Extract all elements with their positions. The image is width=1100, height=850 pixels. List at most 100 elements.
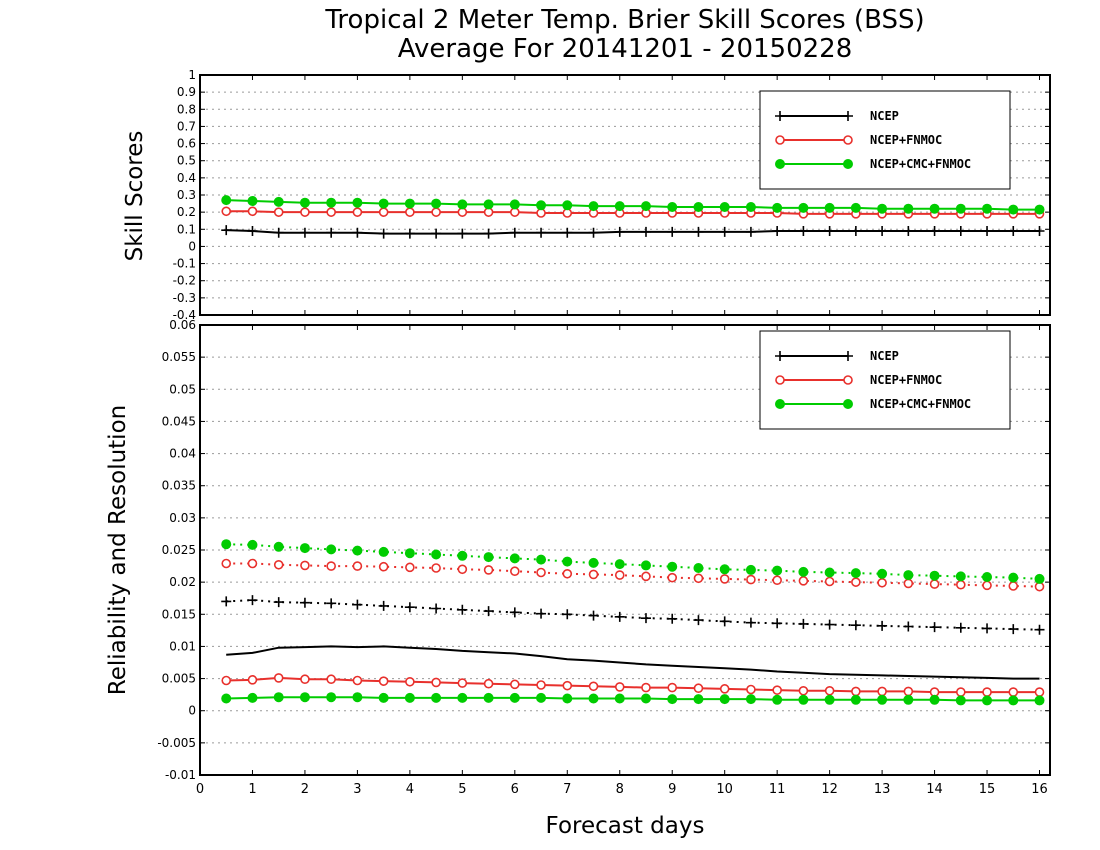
bottom-series-ncep-cmc-fnmoc-solid-point — [509, 692, 520, 703]
bottom-series-ncep-fnmoc-solid-point — [536, 680, 546, 690]
bottom-series-ncep-fnmoc-dotted-point — [562, 568, 573, 579]
bottom-legend-label: NCEP+FNMOC — [870, 373, 942, 387]
top-series-ncep-solid-point — [877, 226, 888, 236]
bottom-series-ncep-cmc-fnmoc-solid-point — [483, 692, 494, 703]
top-series-ncep-cmc-fnmoc-solid-point — [772, 202, 783, 213]
x-tick-label: 16 — [1031, 782, 1048, 797]
reliability-resolution-panel: -0.01 -0.005 0 0.005 0.01 0.015 0.02 0.025 0.03 0… — [157, 318, 1051, 797]
bottom-series-ncep-cmc-fnmoc-solid-point — [1008, 695, 1019, 706]
bottom-y-tick-label: 0.035 — [162, 479, 196, 493]
bottom-series-ncep-dotted-point — [562, 609, 573, 620]
bottom-series-ncep-fnmoc-solid-point — [877, 686, 887, 697]
bottom-series-ncep-fnmoc-dotted-point — [903, 578, 914, 589]
bottom-series-ncep-dotted-point — [431, 603, 442, 614]
bottom-series-ncep-cmc-fnmoc-dotted-point — [404, 548, 415, 559]
top-series-ncep-cmc-fnmoc-solid-point — [903, 203, 914, 214]
bottom-series-ncep-cmc-fnmoc-solid-point — [955, 695, 966, 706]
top-y-tick-label: 0.5 — [177, 154, 196, 168]
bottom-series-ncep-fnmoc-solid — [221, 673, 1045, 697]
bottom-y-tick-label: 0.045 — [162, 414, 196, 428]
top-legend-marker — [775, 135, 785, 145]
bottom-y-tick-label: 0 — [188, 704, 196, 718]
top-series-ncep-solid-point — [588, 227, 599, 238]
top-y-tick-label: 0.3 — [177, 188, 196, 202]
bottom-series-ncep-dotted-point — [798, 618, 809, 629]
top-series-ncep-cmc-fnmoc-solid-point — [614, 201, 625, 212]
bottom-y-axis-label: Reliability and Resolution — [105, 405, 131, 695]
bottom-series-ncep-fnmoc-solid-point — [457, 678, 468, 688]
bottom-series-ncep-fnmoc-dotted-line — [226, 562, 1040, 588]
top-series-ncep-solid-point — [299, 227, 310, 238]
bottom-series-ncep-fnmoc-solid-point — [798, 685, 809, 696]
top-y-tick-label: 0.9 — [177, 85, 196, 99]
bottom-y-tick-label: 0.03 — [169, 511, 196, 525]
top-y-axis-label: Skill Scores — [122, 131, 148, 262]
top-series-ncep-cmc-fnmoc-solid-point — [536, 200, 547, 211]
bottom-series-ncep-cmc-fnmoc-dotted-point — [877, 568, 888, 579]
bottom-legend-label: NCEP — [870, 349, 899, 363]
x-tick-label: 0 — [196, 782, 204, 797]
bottom-series-ncep-fnmoc-solid-point — [719, 684, 730, 694]
bottom-legend-marker — [775, 351, 785, 361]
top-series-ncep-cmc-fnmoc-solid-point — [745, 202, 756, 212]
bottom-series-ncep-cmc-fnmoc-solid-point — [457, 692, 468, 703]
bottom-series-ncep-fnmoc-dotted-point — [667, 572, 678, 583]
bottom-series-ncep-fnmoc-dotted-point — [300, 560, 310, 571]
top-legend-label: NCEP+FNMOC — [870, 133, 942, 147]
bottom-series-ncep-cmc-fnmoc-solid-point — [640, 693, 651, 704]
bottom-legend-marker — [843, 399, 853, 409]
top-series-ncep-fnmoc-solid-point — [352, 207, 363, 217]
top-y-tick-label: 0.2 — [177, 205, 196, 219]
bottom-series-ncep-cmc-fnmoc-dotted-point — [929, 570, 940, 581]
bottom-series-ncep-dotted-point — [1008, 624, 1019, 635]
top-y-tick-label: 0 — [188, 239, 196, 253]
top-legend-label: NCEP — [870, 109, 899, 123]
top-series-ncep-cmc-fnmoc-solid-point — [247, 196, 258, 206]
top-series-ncep-cmc-fnmoc-solid-point — [299, 197, 310, 208]
bottom-series-ncep-fnmoc-dotted-point — [588, 569, 599, 580]
bottom-series-ncep-dotted-point — [693, 615, 704, 626]
top-series-ncep-fnmoc-solid-point — [300, 207, 310, 217]
top-legend-entry-ncep: NCEP — [775, 109, 899, 123]
bottom-series-ncep-cmc-fnmoc-dotted-point — [483, 552, 494, 563]
top-series-ncep-solid-point — [903, 226, 914, 236]
bottom-series-ncep-fnmoc-solid-point — [614, 682, 625, 692]
bottom-series-ncep-fnmoc-solid-point — [772, 685, 782, 695]
bottom-series-ncep-cmc-fnmoc-dotted-point — [667, 561, 678, 572]
bottom-series-ncep-cmc-fnmoc-solid-point — [536, 692, 547, 703]
bottom-series-ncep-cmc-fnmoc-dotted-point — [509, 553, 520, 564]
top-legend-marker — [843, 111, 853, 121]
top-legend-marker — [843, 135, 853, 145]
bottom-legend: NCEP NCEP+FNMOC NCEP+CMC+FNMOC — [759, 330, 1011, 430]
x-tick-label: 9 — [668, 782, 676, 797]
bottom-series-ncep-fnmoc-dotted-point — [431, 563, 441, 573]
top-series-ncep-fnmoc-solid-point — [431, 207, 441, 217]
top-series-ncep-fnmoc-solid-point — [405, 207, 415, 217]
top-legend: NCEP NCEP+FNMOC NCEP+CMC+FNMOC — [759, 90, 1011, 190]
x-tick-label: 12 — [821, 782, 838, 797]
bottom-series-ncep-fnmoc-dotted-point — [982, 580, 992, 591]
bottom-series-ncep-cmc-fnmoc-solid-line — [226, 696, 1040, 702]
bottom-series-ncep-cmc-fnmoc-solid-point — [614, 693, 625, 704]
chart-title-line1: Tropical 2 Meter Temp. Brier Skill Score… — [324, 5, 924, 35]
top-y-tick-label: -0.2 — [173, 274, 196, 288]
top-series-ncep-solid-point — [404, 228, 415, 239]
top-series-ncep-solid-point — [929, 226, 940, 236]
bottom-series-ncep-fnmoc-solid-point — [746, 684, 756, 695]
bottom-y-tick-label: 0.055 — [162, 350, 196, 364]
top-series-ncep-cmc-fnmoc-solid-point — [273, 196, 284, 207]
bottom-series-ncep-cmc-fnmoc-solid-point — [326, 692, 337, 703]
top-series-ncep-solid — [221, 225, 1045, 239]
top-series-ncep-cmc-fnmoc-solid-point — [929, 203, 940, 214]
bottom-series-ncep-cmc-fnmoc-dotted-point — [1034, 573, 1045, 584]
top-series-ncep-solid-point — [509, 227, 520, 238]
bottom-series-ncep-cmc-fnmoc-dotted-point — [536, 554, 547, 565]
bottom-series-ncep-cmc-fnmoc-solid-point — [562, 693, 573, 704]
bottom-series-ncep-cmc-fnmoc-solid-point — [693, 694, 704, 705]
top-series-ncep-cmc-fnmoc-solid-point — [1034, 204, 1045, 215]
bottom-series-ncep-cmc-fnmoc-dotted-point — [772, 565, 783, 576]
top-series-ncep-solid-point — [326, 227, 337, 238]
bottom-series-ncep-cmc-fnmoc-dotted-point — [273, 541, 284, 552]
top-series-ncep-cmc-fnmoc-solid-point — [667, 202, 678, 212]
top-series-ncep-cmc-fnmoc-solid-point — [431, 198, 442, 209]
